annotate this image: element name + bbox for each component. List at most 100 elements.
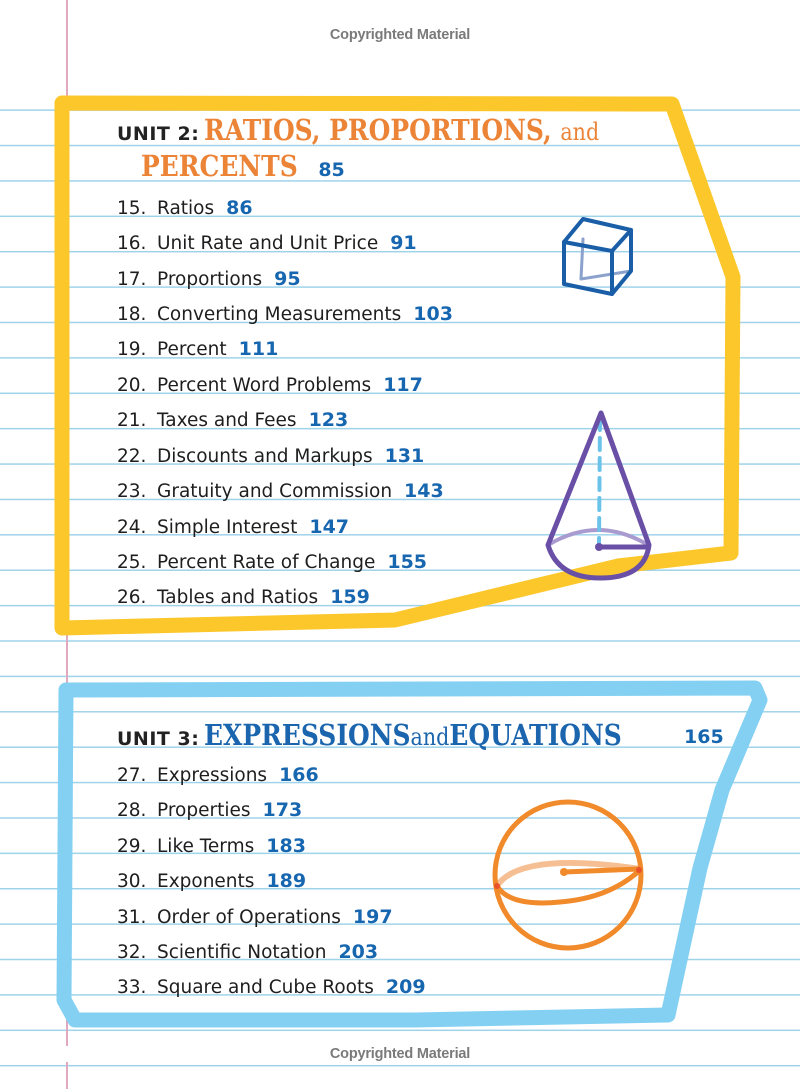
toc-item-page: 189 xyxy=(266,870,307,892)
toc-item-label: Percent Rate of Change xyxy=(157,552,376,573)
unit3-heading: UNIT 3: EXPRESSIONSandEQUATIONS 165 xyxy=(117,718,737,752)
toc-item-number: 32. xyxy=(117,942,147,963)
cube-icon xyxy=(562,217,633,296)
toc-item[interactable]: 30. Exponents 189 xyxy=(117,864,306,898)
toc-item-number: 33. xyxy=(117,977,147,998)
toc-item-page: 209 xyxy=(385,976,426,998)
toc-item[interactable]: 28. Properties 173 xyxy=(117,793,302,827)
toc-item[interactable]: 15. Ratios 86 xyxy=(117,191,253,225)
toc-item-page: 183 xyxy=(266,835,306,857)
toc-item-number: 16. xyxy=(117,233,147,254)
toc-item-label: Discounts and Markups xyxy=(157,446,373,467)
toc-item-page: 131 xyxy=(384,445,425,467)
unit2-title-text1: RATIOS, PROPORTIONS, xyxy=(204,113,553,147)
unit3-label: UNIT 3: xyxy=(117,728,200,750)
toc-item-page: 159 xyxy=(330,586,370,608)
toc-item[interactable]: 32. Scientific Notation 203 xyxy=(117,935,378,969)
toc-item-label: Proportions xyxy=(157,269,263,290)
toc-item-page: 86 xyxy=(226,197,253,219)
toc-item-number: 17. xyxy=(117,269,147,290)
toc-item-number: 29. xyxy=(117,836,147,857)
toc-item-page: 155 xyxy=(387,551,428,573)
toc-item[interactable]: 19. Percent 111 xyxy=(117,332,278,366)
toc-item-number: 22. xyxy=(117,446,147,467)
unit3-title: EXPRESSIONSandEQUATIONS xyxy=(204,718,622,752)
toc-item-label: Scientific Notation xyxy=(157,942,327,963)
toc-item-label: Percent Word Problems xyxy=(157,375,372,396)
toc-item-number: 20. xyxy=(117,375,147,396)
toc-item-label: Order of Operations xyxy=(157,907,341,928)
toc-item-number: 31. xyxy=(117,907,147,928)
toc-item-page: 95 xyxy=(274,268,301,290)
unit3-title-text1: EXPRESSIONS xyxy=(204,718,411,752)
unit3-frame xyxy=(56,680,768,1028)
toc-item-label: Square and Cube Roots xyxy=(157,977,374,998)
unit2-title-line2: PERCENTS xyxy=(141,149,298,183)
toc-item-number: 25. xyxy=(117,552,147,573)
toc-item[interactable]: 26. Tables and Ratios 159 xyxy=(117,580,370,614)
toc-item-page: 117 xyxy=(383,374,423,396)
toc-item[interactable]: 25. Percent Rate of Change 155 xyxy=(117,545,427,579)
toc-item-page: 103 xyxy=(413,303,453,325)
toc-item-label: Expressions xyxy=(157,765,268,786)
toc-item-label: Like Terms xyxy=(157,836,255,857)
toc-item-number: 28. xyxy=(117,800,147,821)
toc-item-number: 23. xyxy=(117,481,147,502)
toc-item-page: 123 xyxy=(308,409,349,431)
toc-item-label: Exponents xyxy=(157,871,255,892)
toc-item-label: Percent xyxy=(157,339,227,360)
unit3-title-text2: EQUATIONS xyxy=(449,718,623,752)
toc-item[interactable]: 24. Simple Interest 147 xyxy=(117,510,349,544)
unit2-title-line1: RATIOS, PROPORTIONS, and xyxy=(204,113,599,147)
sphere-icon xyxy=(492,799,644,951)
toc-item-page: 203 xyxy=(338,941,379,963)
toc-item-label: Ratios xyxy=(157,198,215,219)
toc-item-label: Tables and Ratios xyxy=(157,587,319,608)
unit2-page-number[interactable]: 85 xyxy=(318,159,345,181)
unit2-label: UNIT 2: xyxy=(117,123,200,145)
toc-item-page: 111 xyxy=(238,338,279,360)
toc-item-number: 27. xyxy=(117,765,147,786)
toc-item[interactable]: 22. Discounts and Markups 131 xyxy=(117,439,424,473)
toc-item-label: Unit Rate and Unit Price xyxy=(157,233,379,254)
unit2-frame xyxy=(54,95,741,636)
toc-item-label: Simple Interest xyxy=(157,517,298,538)
toc-item[interactable]: 27. Expressions 166 xyxy=(117,758,319,792)
toc-item-number: 18. xyxy=(117,304,147,325)
toc-item-number: 19. xyxy=(117,339,147,360)
toc-item-number: 26. xyxy=(117,587,147,608)
toc-item[interactable]: 21. Taxes and Fees 123 xyxy=(117,403,348,437)
toc-item-label: Properties xyxy=(157,800,251,821)
unit2-title-and: and xyxy=(560,118,600,146)
toc-item-number: 15. xyxy=(117,198,147,219)
toc-item[interactable]: 33. Square and Cube Roots 209 xyxy=(117,970,426,1004)
toc-item[interactable]: 23. Gratuity and Commission 143 xyxy=(117,474,444,508)
toc-item[interactable]: 20. Percent Word Problems 117 xyxy=(117,368,423,402)
toc-item[interactable]: 31. Order of Operations 197 xyxy=(117,900,393,934)
toc-item-page: 91 xyxy=(390,232,417,254)
copyright-footer: Copyrighted Material xyxy=(0,1046,800,1062)
toc-item-label: Taxes and Fees xyxy=(157,410,297,431)
toc-item-number: 30. xyxy=(117,871,147,892)
toc-item-label: Converting Measurements xyxy=(157,304,402,325)
unit3-page-number[interactable]: 165 xyxy=(684,726,724,748)
toc-item[interactable]: 17. Proportions 95 xyxy=(117,262,301,296)
cone-icon xyxy=(545,410,652,581)
toc-item[interactable]: 18. Converting Measurements 103 xyxy=(117,297,453,331)
toc-item-number: 21. xyxy=(117,410,147,431)
toc-item[interactable]: 16. Unit Rate and Unit Price 91 xyxy=(117,226,417,260)
toc-item-page: 197 xyxy=(352,906,393,928)
toc-item-page: 147 xyxy=(309,516,350,538)
toc-item-label: Gratuity and Commission xyxy=(157,481,393,502)
toc-item-number: 24. xyxy=(117,517,147,538)
toc-item-page: 166 xyxy=(279,764,319,786)
unit3-title-and: and xyxy=(410,723,450,751)
toc-item-page: 143 xyxy=(404,480,444,502)
top-blank-area xyxy=(0,0,800,108)
unit2-heading: UNIT 2: RATIOS, PROPORTIONS, and PERCENT… xyxy=(117,113,677,185)
toc-item[interactable]: 29. Like Terms 183 xyxy=(117,829,306,863)
toc-item-page: 173 xyxy=(262,799,303,821)
copyright-header: Copyrighted Material xyxy=(329,27,471,43)
